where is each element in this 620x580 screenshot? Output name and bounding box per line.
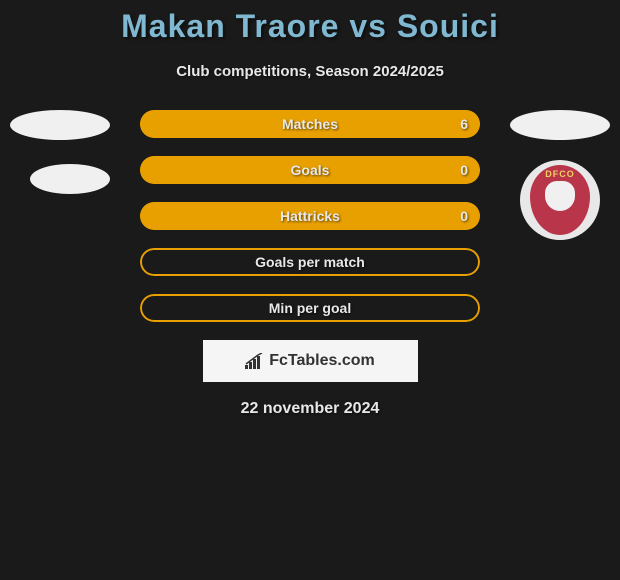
stat-bar-hattricks: Hattricks 0 xyxy=(140,202,480,230)
stat-value: 6 xyxy=(460,110,468,138)
subtitle: Club competitions, Season 2024/2025 xyxy=(0,63,620,80)
player-avatar-left-2 xyxy=(30,164,110,194)
header: Makan Traore vs Souici Club competitions… xyxy=(0,0,620,80)
badge-shield: DFCO xyxy=(530,165,590,235)
date-text: 22 november 2024 xyxy=(10,400,610,418)
logo-text: FcTables.com xyxy=(269,352,375,370)
badge-owl-icon xyxy=(545,181,575,211)
page-title: Makan Traore vs Souici xyxy=(0,8,620,45)
stat-label: Goals per match xyxy=(140,248,480,276)
chart-icon xyxy=(245,353,265,369)
player-avatar-left-1 xyxy=(10,110,110,140)
stat-bar-matches: Matches 6 xyxy=(140,110,480,138)
badge-top-text: DFCO xyxy=(545,169,575,179)
club-badge: DFCO xyxy=(520,160,600,240)
content-area: DFCO Matches 6 Goals 0 Hattricks 0 Goals… xyxy=(0,110,620,418)
player-avatar-right-1 xyxy=(510,110,610,140)
stat-value: 0 xyxy=(460,202,468,230)
fctables-logo-box: FcTables.com xyxy=(203,340,418,382)
stat-value: 0 xyxy=(460,156,468,184)
stat-bar-goals: Goals 0 xyxy=(140,156,480,184)
stat-label: Hattricks xyxy=(140,202,480,230)
stats-container: Matches 6 Goals 0 Hattricks 0 Goals per … xyxy=(140,110,480,322)
stat-bar-goals-per-match: Goals per match xyxy=(140,248,480,276)
stat-bar-min-per-goal: Min per goal xyxy=(140,294,480,322)
stat-label: Min per goal xyxy=(140,294,480,322)
stat-label: Goals xyxy=(140,156,480,184)
stat-label: Matches xyxy=(140,110,480,138)
